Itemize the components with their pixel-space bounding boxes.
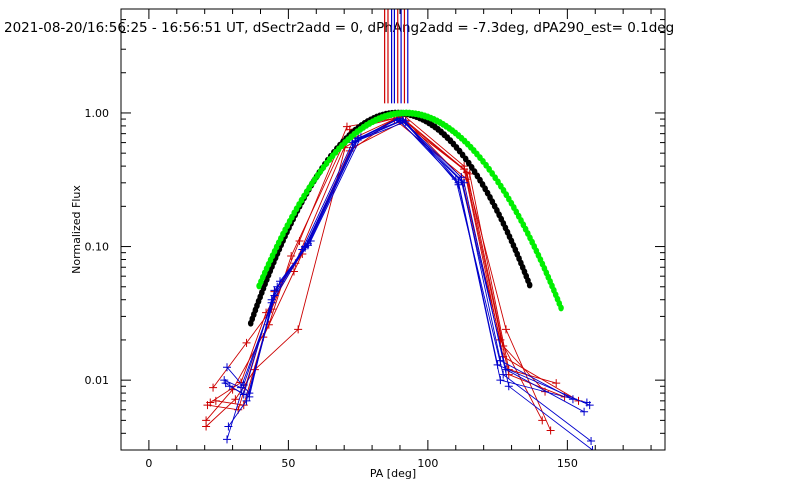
model-point-green-115: [558, 304, 564, 312]
series-point-red-4-1: [203, 401, 212, 410]
series-point-red-6-7: [460, 165, 469, 174]
model-curve-green: [256, 109, 564, 312]
series-point-red-2-9: [546, 426, 555, 435]
series-point-blue-10-1: [220, 376, 229, 385]
series-point-blue-11-1: [223, 435, 232, 444]
ticks-layer: 0 50 100 150 0.01 0.10 1.00: [85, 8, 665, 470]
series-line-red-4: [207, 119, 543, 421]
series-point-blue-10-9: [580, 407, 589, 416]
series-point-red-3-7: [465, 169, 474, 178]
series-point-red-6-1: [211, 396, 220, 405]
series-point-red-3-2: [242, 338, 251, 347]
series-point-blue-9-2: [242, 396, 251, 405]
series-line-red-1: [205, 116, 546, 427]
series-point-red-1-2: [231, 395, 240, 404]
series-point-blue-12-8: [504, 382, 513, 391]
series-point-red-5-4: [287, 251, 296, 260]
series-point-red-5-1: [202, 416, 211, 425]
y-tick-label-2: 1.00: [85, 107, 110, 120]
x-tick-label-100: 100: [417, 457, 438, 470]
series-point-blue-12-7: [460, 178, 469, 187]
x-tick-label-150: 150: [557, 457, 578, 470]
series-point-blue-12-4: [303, 241, 312, 250]
series-point-red-1-4: [294, 325, 303, 334]
series-point-blue-12-2: [245, 392, 254, 401]
series-point-red-6-4: [289, 267, 298, 276]
series-line-blue-12: [229, 117, 593, 450]
x-tick-label-0: 0: [145, 457, 152, 470]
plot-frame: [120, 8, 666, 451]
series-point-blue-9-9: [587, 437, 596, 446]
series-line-blue-10: [224, 118, 585, 413]
series-point-blue-8-1: [223, 363, 232, 372]
series-point-blue-11-2: [239, 380, 248, 389]
series-point-blue-11-7: [454, 180, 463, 189]
series-point-red-4-9: [538, 416, 547, 425]
y-axis-label: Normalized Flux: [70, 185, 83, 274]
series-point-blue-12-9: [588, 446, 597, 450]
series-point-red-3-1: [209, 383, 218, 392]
y-tick-label-1: 0.10: [85, 241, 110, 254]
model-point-black-113: [526, 281, 533, 289]
series-point-blue-10-3: [276, 277, 285, 286]
series-line-red-2: [210, 114, 552, 431]
x-axis-label: PA [deg]: [370, 467, 416, 480]
series-point-blue-11-8: [496, 376, 505, 385]
series-point-blue-12-1: [225, 382, 234, 391]
series-point-blue-12-3: [270, 286, 279, 295]
series-line-blue-8: [226, 120, 590, 406]
series-point-red-2-8: [501, 325, 510, 334]
y-tick-label-0: 0.01: [85, 374, 110, 387]
series-line-red-5: [205, 118, 565, 421]
marks-layer: [202, 9, 597, 450]
series-point-red-3-9: [552, 379, 561, 388]
series-point-red-3-5: [342, 122, 351, 131]
series-point-blue-11-9: [582, 398, 591, 407]
x-tick-label-50: 50: [281, 457, 295, 470]
plot-area: [202, 9, 597, 450]
chart-title: 2021-08-20/16:56:25 - 16:56:51 UT, dSect…: [4, 20, 674, 36]
series-line-red-3: [212, 117, 557, 388]
series-point-blue-12-5: [354, 134, 363, 143]
